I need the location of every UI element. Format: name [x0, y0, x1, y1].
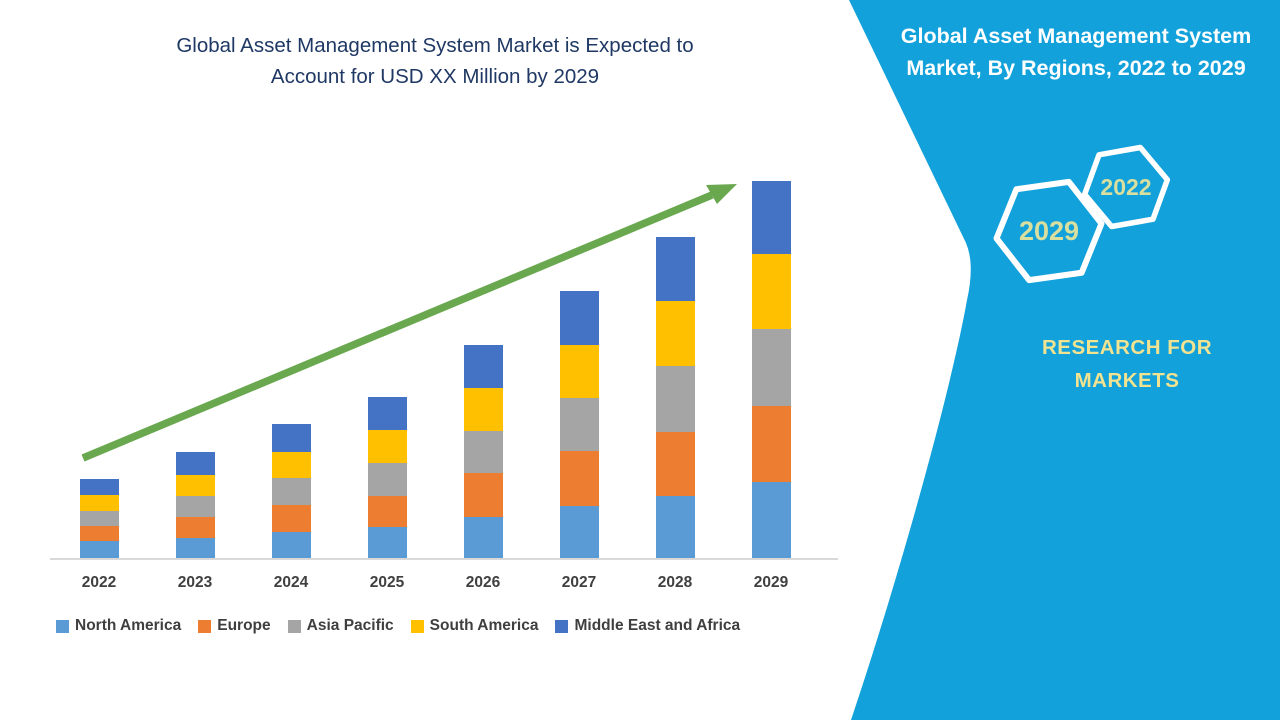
legend-label: Asia Pacific: [306, 617, 394, 634]
bar-segment-2025-middle-east-and-africa: [367, 397, 407, 430]
bar-segment-2025-north-america: [367, 527, 407, 558]
bar-segment-2025-europe: [367, 496, 407, 527]
stacked-bar-2028: [655, 237, 695, 558]
bar-segment-2022-europe: [79, 526, 119, 541]
legend-label: South America: [429, 617, 539, 634]
x-axis-line: [50, 558, 838, 560]
hexagon-2029-label: 2029: [1019, 216, 1079, 246]
chart-legend: North America Europe Asia Pacific South Ame…: [56, 617, 846, 635]
x-axis-label-2024: 2024: [273, 574, 309, 591]
stacked-bar-2029: [751, 181, 791, 558]
x-axis-label-2029: 2029: [753, 574, 789, 591]
right-panel-title-line2: Market, By Regions, 2022 to 2029: [906, 56, 1246, 80]
brand-logo-text: RESEARCH FOR MARKETS: [967, 331, 1280, 397]
bar-segment-2023-north-america: [175, 538, 215, 558]
x-axis-label-2025: 2025: [369, 574, 405, 591]
bar-segment-2026-middle-east-and-africa: [463, 345, 503, 388]
legend-swatch-icon: [198, 619, 212, 633]
bar-segment-2024-asia-pacific: [271, 478, 311, 505]
bar-segment-2024-middle-east-and-africa: [271, 424, 311, 452]
chart-title-line2: Account for USD XX Million by 2029: [270, 65, 600, 88]
stacked-bar-2023: [175, 452, 215, 558]
bar-segment-2029-middle-east-and-africa: [751, 181, 791, 254]
bar-segment-2023-asia-pacific: [175, 496, 215, 517]
bar-segment-2023-south-america: [175, 475, 215, 496]
chart-title: Global Asset Management System Market is…: [75, 30, 795, 92]
plot-area: [55, 98, 835, 558]
bar-segment-2029-europe: [751, 406, 791, 482]
x-axis-label-2028: 2028: [657, 574, 693, 591]
bar-segment-2022-north-america: [79, 541, 119, 558]
legend-item-south-america: South America: [410, 617, 539, 635]
bar-segment-2022-middle-east-and-africa: [79, 479, 119, 495]
stacked-bar-2024: [271, 424, 311, 558]
x-axis-label-2022: 2022: [81, 574, 117, 591]
x-axis-label-2027: 2027: [561, 574, 597, 591]
bar-segment-2026-south-america: [463, 388, 503, 431]
hexagon-2022: 2022: [1081, 144, 1171, 230]
legend-item-north-america: North America: [56, 617, 181, 635]
x-axis-label-2023: 2023: [177, 574, 213, 591]
stacked-bar-2022: [79, 479, 119, 558]
legend-swatch-icon: [555, 619, 569, 633]
bar-segment-2025-asia-pacific: [367, 463, 407, 496]
bar-segment-2028-middle-east-and-africa: [655, 237, 695, 301]
bar-segment-2025-south-america: [367, 430, 407, 463]
legend-swatch-icon: [287, 619, 301, 633]
bar-segment-2024-north-america: [271, 532, 311, 558]
bar-segment-2027-south-america: [559, 345, 599, 398]
hexagon-2022-label: 2022: [1100, 174, 1151, 200]
bar-segment-2024-south-america: [271, 452, 311, 478]
legend-item-middle-east-and-africa: Middle East and Africa: [555, 617, 740, 635]
bar-segment-2022-south-america: [79, 495, 119, 511]
legend-swatch-icon: [56, 619, 69, 633]
legend-item-asia-pacific: Asia Pacific: [287, 617, 394, 635]
hexagon-2029: 2029: [993, 178, 1105, 284]
bar-segment-2026-north-america: [463, 517, 503, 558]
bar-segment-2022-asia-pacific: [79, 511, 119, 526]
bar-segment-2028-europe: [655, 432, 695, 496]
legend-swatch-icon: [410, 619, 424, 633]
bar-segment-2024-europe: [271, 505, 311, 532]
bar-segment-2028-north-america: [655, 496, 695, 558]
x-axis-label-2026: 2026: [465, 574, 501, 591]
bar-segment-2027-asia-pacific: [559, 398, 599, 451]
bar-segment-2027-europe: [559, 451, 599, 506]
x-axis-labels: 2022 2023 2024 2025 2026 2027 2028 2029: [55, 574, 835, 598]
bar-segment-2028-south-america: [655, 301, 695, 366]
bar-segment-2027-middle-east-and-africa: [559, 291, 599, 345]
growth-trend-arrow-icon: [81, 184, 737, 462]
bar-segment-2028-asia-pacific: [655, 366, 695, 432]
bar-segment-2023-middle-east-and-africa: [175, 452, 215, 475]
stacked-bar-2026: [463, 345, 503, 558]
bar-segment-2026-europe: [463, 473, 503, 517]
legend-label: Middle East and Africa: [574, 617, 741, 634]
legend-item-europe: Europe: [198, 617, 271, 635]
bar-segment-2029-north-america: [751, 482, 791, 558]
bar-segment-2026-asia-pacific: [463, 431, 503, 473]
hexagon-2029-outline: [993, 178, 1105, 284]
bar-segment-2023-europe: [175, 517, 215, 538]
legend-label: North America: [75, 617, 182, 634]
brand-logo-line1: RESEARCH FOR: [1041, 336, 1212, 359]
brand-logo-line2: MARKETS: [1074, 369, 1180, 392]
bar-segment-2027-north-america: [559, 506, 599, 558]
hexagon-2022-outline: [1081, 144, 1171, 230]
legend-label: Europe: [217, 617, 271, 634]
stacked-bar-2025: [367, 397, 407, 558]
right-panel-title-line1: Global Asset Management System: [900, 24, 1252, 48]
bar-segment-2029-asia-pacific: [751, 329, 791, 406]
right-panel-title: Global Asset Management System Market, B…: [880, 20, 1272, 84]
stacked-bar-2027: [559, 291, 599, 558]
bar-segment-2029-south-america: [751, 254, 791, 329]
right-panel-background: [849, 0, 1280, 720]
chart-title-line1: Global Asset Management System Market is…: [176, 34, 694, 57]
